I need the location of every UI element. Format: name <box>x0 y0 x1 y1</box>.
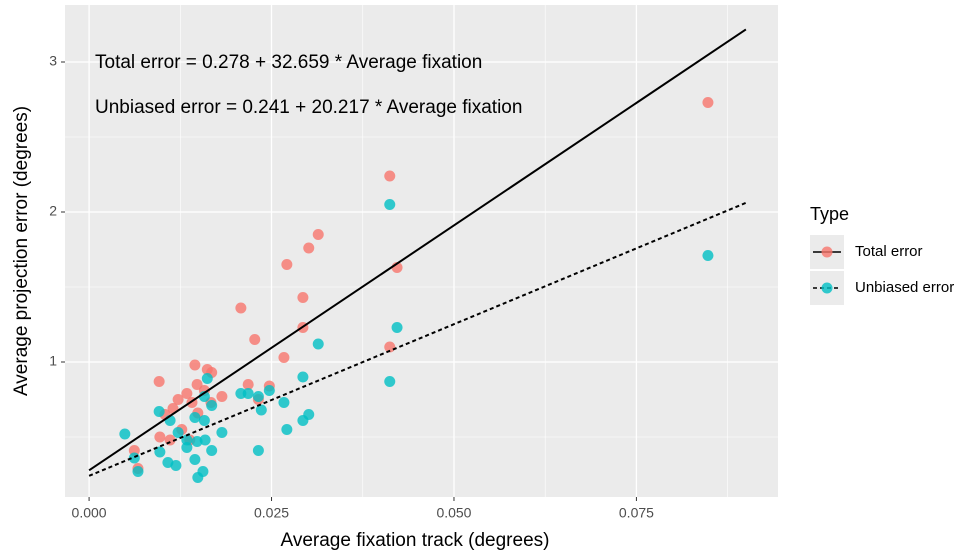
point <box>201 373 213 384</box>
point <box>702 250 714 261</box>
point <box>216 427 228 438</box>
y-tick-label: 1 <box>49 353 57 369</box>
point <box>278 397 290 408</box>
point <box>384 199 396 210</box>
annotation: Unbiased error = 0.241 + 20.217 * Averag… <box>95 97 522 118</box>
point <box>312 229 324 240</box>
fit-line <box>88 28 747 472</box>
point <box>278 352 290 363</box>
point <box>170 460 182 471</box>
point <box>189 412 201 423</box>
y-tick-label: 3 <box>49 53 57 69</box>
y-axis-title: Average projection error (degrees) <box>11 106 32 396</box>
point <box>153 406 165 417</box>
point <box>172 394 184 405</box>
point <box>242 379 254 390</box>
legend-label: Total error <box>855 243 923 260</box>
point <box>384 170 396 182</box>
x-axis-title: Average fixation track (degrees) <box>281 530 550 551</box>
point <box>191 436 203 447</box>
point <box>172 427 184 438</box>
point <box>206 445 218 456</box>
legend-point <box>821 282 833 294</box>
point <box>189 359 201 371</box>
point <box>181 388 193 399</box>
point <box>119 428 131 440</box>
point <box>303 242 315 254</box>
point <box>181 442 193 453</box>
y-tick-label: 2 <box>49 203 57 219</box>
point <box>206 400 218 411</box>
point <box>191 379 203 390</box>
point <box>702 97 714 108</box>
point <box>154 431 166 443</box>
x-tick-label: 0.075 <box>619 505 654 521</box>
point <box>255 404 267 416</box>
point <box>252 445 264 456</box>
point <box>192 472 204 483</box>
annotation: Total error = 0.278 + 32.659 * Average f… <box>95 52 482 73</box>
point <box>252 391 264 402</box>
point <box>249 334 261 345</box>
point <box>384 341 396 353</box>
point <box>198 415 210 426</box>
point <box>235 302 247 314</box>
x-tick-label: 0.050 <box>436 505 471 521</box>
point <box>297 415 309 426</box>
legend-point <box>821 246 833 258</box>
point <box>281 259 293 270</box>
point <box>153 376 165 387</box>
point <box>281 424 293 435</box>
point <box>384 376 396 387</box>
point <box>189 454 201 465</box>
point <box>297 371 309 383</box>
x-tick-label: 0.025 <box>254 505 289 521</box>
point <box>154 446 166 458</box>
point <box>312 338 324 350</box>
x-tick-label: 0.000 <box>72 505 107 521</box>
point <box>242 388 254 399</box>
point <box>391 322 403 333</box>
legend-title: Type <box>810 204 849 224</box>
point <box>297 292 309 303</box>
point <box>216 391 228 402</box>
legend-label: Unbiased error <box>855 279 954 296</box>
point <box>132 466 144 477</box>
point <box>263 385 275 396</box>
